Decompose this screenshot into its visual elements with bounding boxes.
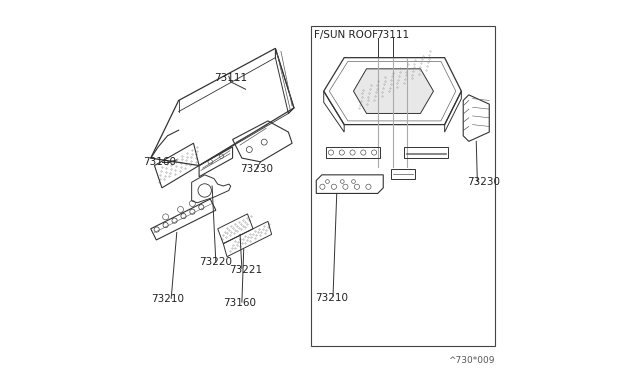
Text: 73210: 73210 bbox=[151, 295, 184, 304]
Text: 73111: 73111 bbox=[376, 31, 409, 40]
Text: 73160: 73160 bbox=[223, 298, 256, 308]
Text: 73160: 73160 bbox=[143, 157, 176, 167]
Bar bbox=[310, 26, 495, 346]
Text: ^730*009: ^730*009 bbox=[449, 356, 495, 365]
Text: 73221: 73221 bbox=[229, 265, 262, 275]
Text: 73230: 73230 bbox=[240, 164, 273, 174]
Text: F/SUN ROOF: F/SUN ROOF bbox=[314, 31, 378, 40]
Text: 73220: 73220 bbox=[199, 257, 232, 267]
Text: 73111: 73111 bbox=[214, 73, 247, 83]
Text: 73210: 73210 bbox=[316, 293, 349, 302]
Polygon shape bbox=[353, 69, 433, 113]
Text: 73230: 73230 bbox=[467, 177, 500, 187]
